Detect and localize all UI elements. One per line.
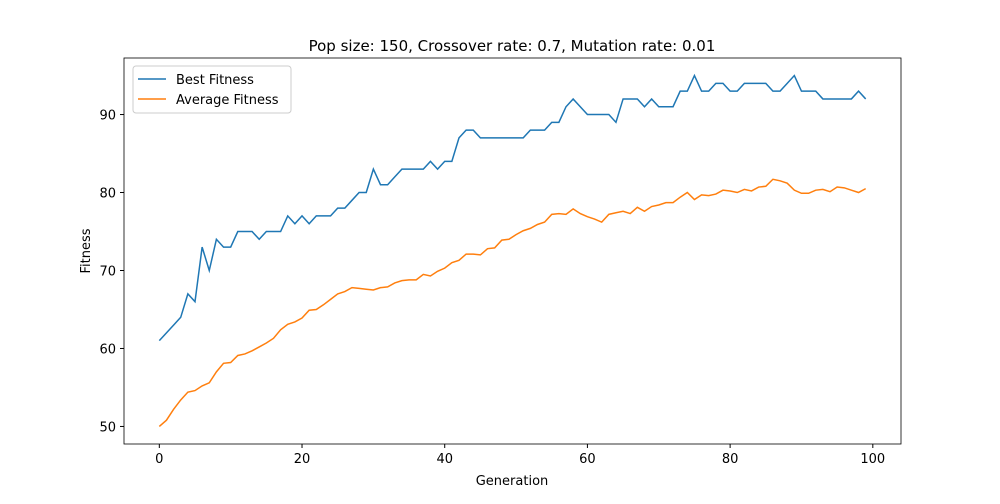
legend-box [132, 65, 292, 114]
legend-label: Average Fitness [176, 93, 279, 108]
line-series [158, 178, 867, 428]
y-tick-label: 60 [99, 342, 116, 357]
x-tick-label: 0 [155, 452, 163, 467]
y-tick-label: 70 [99, 264, 116, 279]
chart-title: Pop size: 150, Crossover rate: 0.7, Muta… [309, 37, 716, 55]
y-axis-label: Fitness [79, 228, 94, 273]
x-tick-label: 80 [722, 452, 739, 467]
y-tick-label: 90 [99, 109, 116, 124]
y-tick-label: 50 [99, 420, 116, 435]
x-tick-label: 60 [579, 452, 596, 467]
plot-frame [123, 57, 902, 445]
x-axis-label: Generation [476, 474, 549, 489]
x-tick-label: 40 [436, 452, 453, 467]
y-tick-label: 80 [99, 187, 116, 202]
line-series [158, 73, 867, 342]
x-tick-label: 100 [860, 452, 885, 467]
x-tick-label: 20 [294, 452, 311, 467]
legend-label: Best Fitness [176, 73, 254, 88]
